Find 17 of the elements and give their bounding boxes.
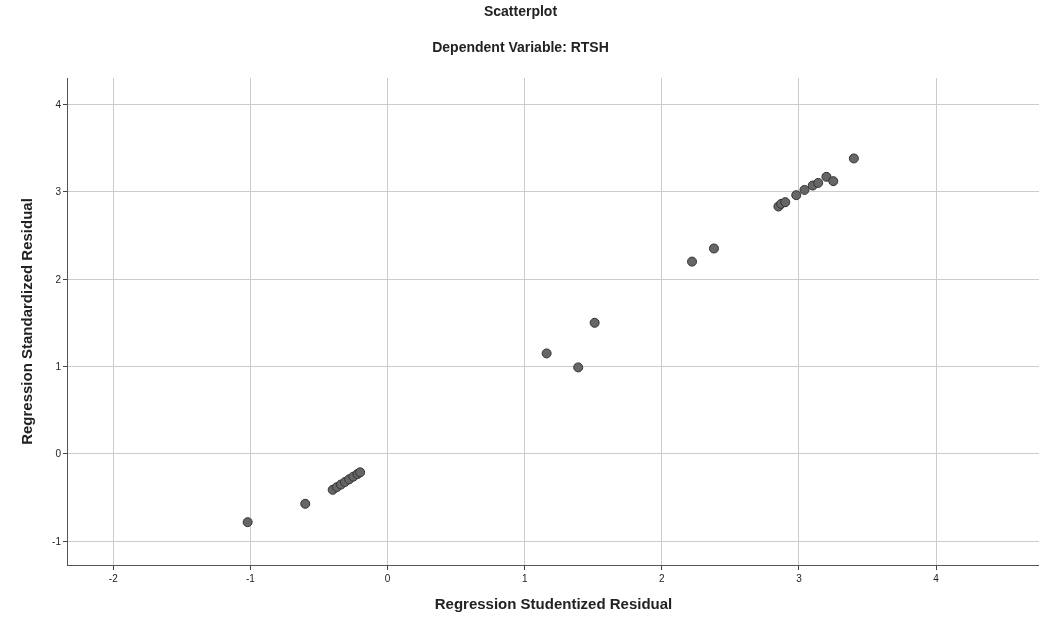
x-axis-title: Regression Studentized Residual — [434, 595, 673, 612]
y-tick-label: 0 — [55, 448, 62, 460]
y-tick-label: -1 — [52, 535, 62, 547]
y-tick-label: 1 — [55, 361, 62, 373]
x-tick-label: 0 — [384, 573, 391, 584]
y-tick-label: 2 — [55, 273, 62, 285]
x-tick-label: -1 — [245, 573, 256, 584]
x-tick-label: 2 — [659, 573, 666, 584]
y-axis-title: Regression Standardized Residual — [18, 198, 36, 445]
chart-title: Scatterplot — [483, 2, 558, 19]
y-tick-label: 3 — [55, 186, 62, 198]
x-tick-label: 1 — [521, 573, 528, 584]
chart-subtitle: Dependent Variable: RTSH — [432, 39, 609, 56]
y-tick-label: 4 — [55, 98, 62, 110]
x-tick-label: 4 — [933, 573, 940, 584]
x-tick-label: -2 — [108, 573, 119, 584]
x-tick-label: 3 — [796, 573, 803, 584]
